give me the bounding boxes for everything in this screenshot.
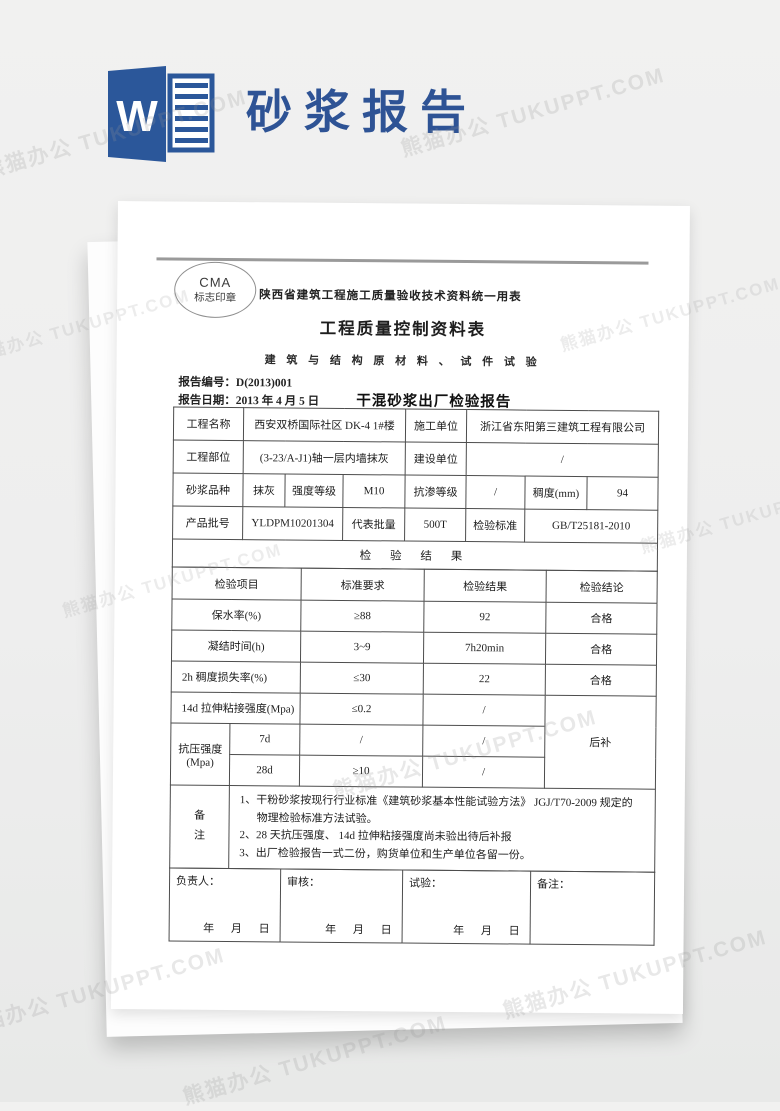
info-value: YLDPM10201304	[242, 506, 343, 541]
report-tables: 工程名称 西安双桥国际社区 DK-4 1#楼 施工单位 浙江省东阳第三建筑工程有…	[169, 406, 659, 946]
info-value: GB/T25181-2010	[524, 509, 658, 544]
results-standard: ≥10	[299, 755, 423, 788]
remark-label-char: 备	[194, 810, 206, 823]
table-row: 备 注 1、干粉砂浆按现行行业标准《建筑砂浆基本性能试验方法》 JGJ/T70-…	[169, 784, 656, 873]
info-label: 工程名称	[173, 406, 244, 441]
results-item: 2h 稠度损失率(%)	[171, 660, 301, 694]
info-value: 浙江省东阳第三建筑工程有限公司	[466, 409, 659, 445]
results-subitem: 7d	[229, 723, 300, 756]
signoff-date: 年 月 日	[325, 924, 392, 937]
signoff-label: 备注：	[536, 879, 571, 892]
report-number-line: 报告编号：D(2013)001	[178, 374, 292, 391]
info-value: M10	[342, 474, 406, 509]
results-conclusion-merged: 后补	[544, 695, 657, 790]
signoff-cell-review: 审核： 年 月 日	[280, 869, 403, 944]
table-row: 工程名称 西安双桥国际社区 DK-4 1#楼 施工单位 浙江省东阳第三建筑工程有…	[173, 406, 659, 445]
results-header: 检验结果	[424, 569, 547, 603]
cma-stamp: CMA 标志印章	[173, 261, 257, 319]
signoff-date	[537, 939, 648, 940]
form-subtitle: 建 筑 与 结 构 原 材 料 、 试 件 试 验	[264, 354, 541, 369]
page-title: 砂浆报告	[246, 87, 478, 138]
info-label: 砂浆品种	[172, 472, 244, 507]
table-row: 砂浆品种 抹灰 强度等级 M10 抗渗等级 / 稠度(mm) 94	[172, 472, 659, 511]
cma-stamp-line2: 标志印章	[194, 292, 237, 305]
signoff-label: 审核：	[287, 876, 321, 890]
signoff-label: 试验：	[408, 877, 443, 891]
results-standard: ≤0.2	[299, 693, 424, 726]
table-row: 检验项目 标准要求 检验结果 检验结论	[172, 566, 658, 604]
results-conclusion: 合格	[545, 633, 657, 666]
table-row: 产品批号 YLDPM10201304 代表批量 500T 检验标准 GB/T25…	[172, 505, 658, 544]
table-row: 工程部位 (3-23/A-J1)轴一层内墙抹灰 建设单位 /	[173, 439, 659, 478]
results-item: 凝结时间(h)	[171, 629, 301, 663]
results-standard: 3~9	[300, 631, 424, 664]
info-value: 西安双桥国际社区 DK-4 1#楼	[243, 407, 406, 443]
table-row: 14d 拉伸粘接强度(Mpa) ≤0.2 / 后补	[170, 691, 657, 790]
signoff-date: 年 月 日	[453, 925, 520, 938]
results-result: /	[422, 756, 545, 789]
signoff-date: 年 月 日	[203, 923, 270, 936]
banner: W 砂浆报告	[0, 0, 780, 190]
cma-stamp-line1: CMA	[199, 274, 232, 290]
table-row: 凝结时间(h) 3~9 7h20min 合格	[171, 629, 657, 666]
remark-line: 3、出厂检验报告一式二份，购货单位和生产单位各留一份。	[239, 846, 531, 862]
info-label: 稠度(mm)	[524, 476, 588, 510]
report-date-value: 2013 年 4 月 5 日	[235, 395, 320, 408]
info-label: 施工单位	[405, 409, 467, 443]
results-item-group: 抗压强度(Mpa)	[170, 722, 230, 786]
info-value: /	[466, 442, 659, 478]
form-series-title: 陕西省建筑工程施工质量验收技术资料统一用表	[259, 289, 522, 304]
results-table: 检验项目 标准要求 检验结果 检验结论 保水率(%) ≥88 92 合格 凝结时…	[169, 566, 658, 873]
form-title: 工程质量控制资料表	[319, 318, 487, 340]
signoff-table: 负责人： 年 月 日 审核： 年 月 日 试验： 年 月 日	[169, 868, 656, 946]
info-value: /	[465, 475, 526, 510]
word-icon-letter: W	[116, 92, 158, 141]
results-header: 检验结论	[546, 570, 658, 604]
results-header: 检验项目	[172, 566, 302, 601]
report-number-label: 报告编号：	[178, 376, 236, 390]
report-number-value: D(2013)001	[235, 377, 293, 390]
info-value: 抹灰	[242, 473, 286, 507]
results-item: 保水率(%)	[171, 598, 302, 632]
table-row: 负责人： 年 月 日 审核： 年 月 日 试验： 年 月 日	[169, 868, 655, 946]
table-row: 2h 稠度损失率(%) ≤30 22 合格	[171, 660, 657, 697]
info-label: 检验标准	[465, 508, 525, 543]
results-result: 92	[423, 601, 547, 634]
results-result: 22	[423, 663, 546, 696]
signoff-label: 负责人：	[176, 875, 221, 889]
results-result: 7h20min	[423, 632, 546, 665]
signoff-cell-note: 备注：	[530, 871, 655, 946]
results-header: 标准要求	[301, 568, 425, 602]
table-row: 保水率(%) ≥88 92 合格	[171, 598, 658, 635]
results-standard: /	[299, 724, 423, 757]
remark-label-char: 注	[193, 829, 206, 842]
signoff-cell-responsible: 负责人： 年 月 日	[169, 868, 281, 943]
info-label: 工程部位	[173, 439, 244, 474]
results-standard: ≤30	[300, 662, 424, 695]
results-standard: ≥88	[300, 600, 425, 633]
results-subitem: 28d	[229, 754, 300, 787]
info-table: 工程名称 西安双桥国际社区 DK-4 1#楼 施工单位 浙江省东阳第三建筑工程有…	[172, 406, 659, 572]
info-value: 94	[586, 476, 659, 511]
info-label: 强度等级	[284, 473, 344, 508]
results-item: 14d 拉伸粘接强度(Mpa)	[170, 691, 301, 725]
results-result: /	[422, 725, 545, 758]
results-result: /	[422, 694, 546, 727]
info-value: 500T	[404, 508, 466, 542]
info-label: 产品批号	[172, 505, 243, 540]
signoff-cell-test: 试验： 年 月 日	[402, 870, 531, 945]
word-icon: W	[108, 66, 215, 162]
report-date-label: 报告日期：	[178, 394, 236, 408]
results-conclusion: 合格	[545, 664, 657, 697]
info-label: 代表批量	[342, 507, 405, 542]
info-value: (3-23/A-J1)轴一层内墙抹灰	[243, 440, 406, 476]
info-label: 抗渗等级	[404, 475, 467, 509]
results-conclusion: 合格	[545, 602, 658, 635]
remark-content: 1、干粉砂浆按现行行业标准《建筑砂浆基本性能试验方法》 JGJ/T70-2009…	[228, 785, 656, 873]
paper-sheet-main: CMA 标志印章 陕西省建筑工程施工质量验收技术资料统一用表 工程质量控制资料表…	[110, 201, 690, 1014]
remark-label: 备 注	[169, 784, 230, 869]
info-label: 建设单位	[405, 442, 467, 476]
